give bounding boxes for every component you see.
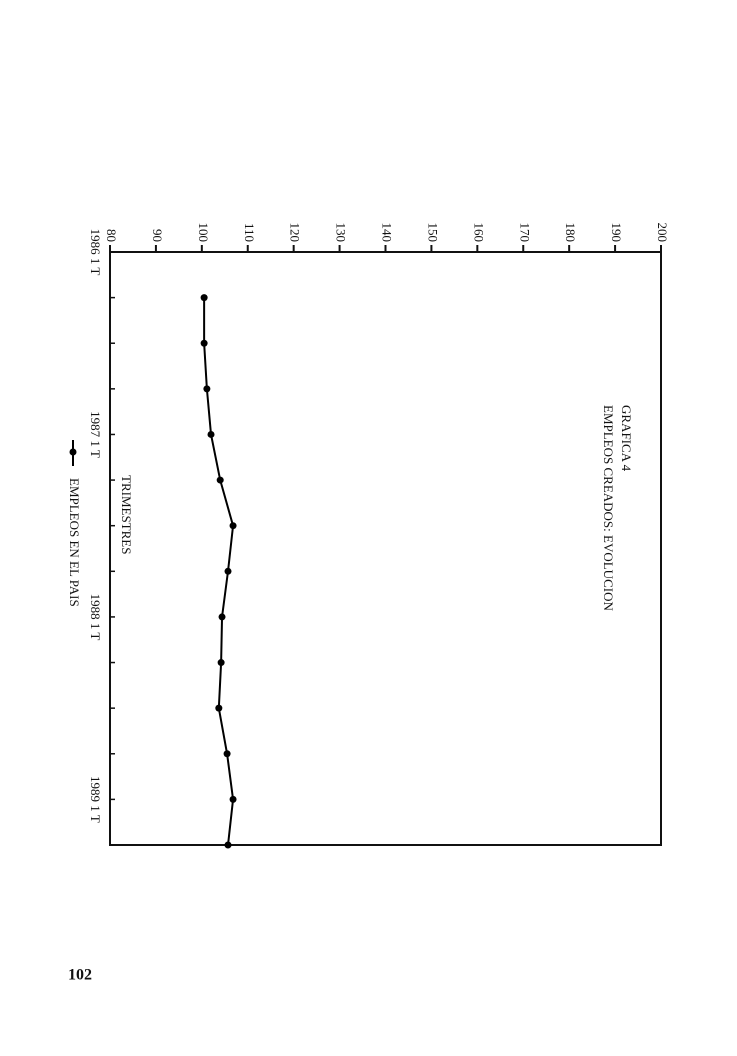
data-point [200,339,208,347]
y-tick-label: 190 [609,223,624,243]
y-tick-label: 80 [104,229,119,242]
data-point [215,704,223,712]
data-point [217,659,225,667]
chart-title: GRAFICA 4 [619,405,634,472]
y-tick-label: 120 [288,223,303,243]
data-point [229,522,237,530]
chart-subtitle: EMPLEOS CREADOS: EVOLUCION [601,405,616,611]
data-point [218,613,226,621]
page-number: 102 [68,967,92,984]
y-tick-label: 140 [380,223,395,243]
y-tick-label: 150 [425,223,440,243]
plot-frame [109,251,662,846]
y-tick-label: 180 [563,223,578,243]
data-point [224,567,232,575]
y-tick-label: 130 [334,223,349,243]
data-point [224,841,232,849]
y-tick-label: 160 [471,223,486,243]
x-axis-label: TRIMESTRES [119,475,134,554]
x-tick-label: 1986 1 T [88,229,103,276]
data-point [229,795,237,803]
data-point [200,294,208,302]
y-tick-label: 110 [242,223,257,242]
y-tick-label: 170 [517,223,532,243]
data-point [207,430,215,438]
x-tick-label: 1988 1 T [88,594,103,641]
data-point [203,385,211,393]
x-tick-label: 1987 1 T [88,411,103,458]
legend-label: EMPLEOS EN EL PAIS [67,478,82,607]
y-tick-label: 90 [150,229,165,242]
y-tick-label: 200 [655,223,670,243]
data-point [223,750,231,758]
chart: GRAFICA 4 EMPLEOS CREADOS: EVOLUCION TRI… [67,223,670,849]
x-tick-label: 1989 1 T [88,776,103,823]
legend-marker [69,448,77,456]
data-point [216,476,224,484]
y-tick-label: 100 [196,223,211,243]
